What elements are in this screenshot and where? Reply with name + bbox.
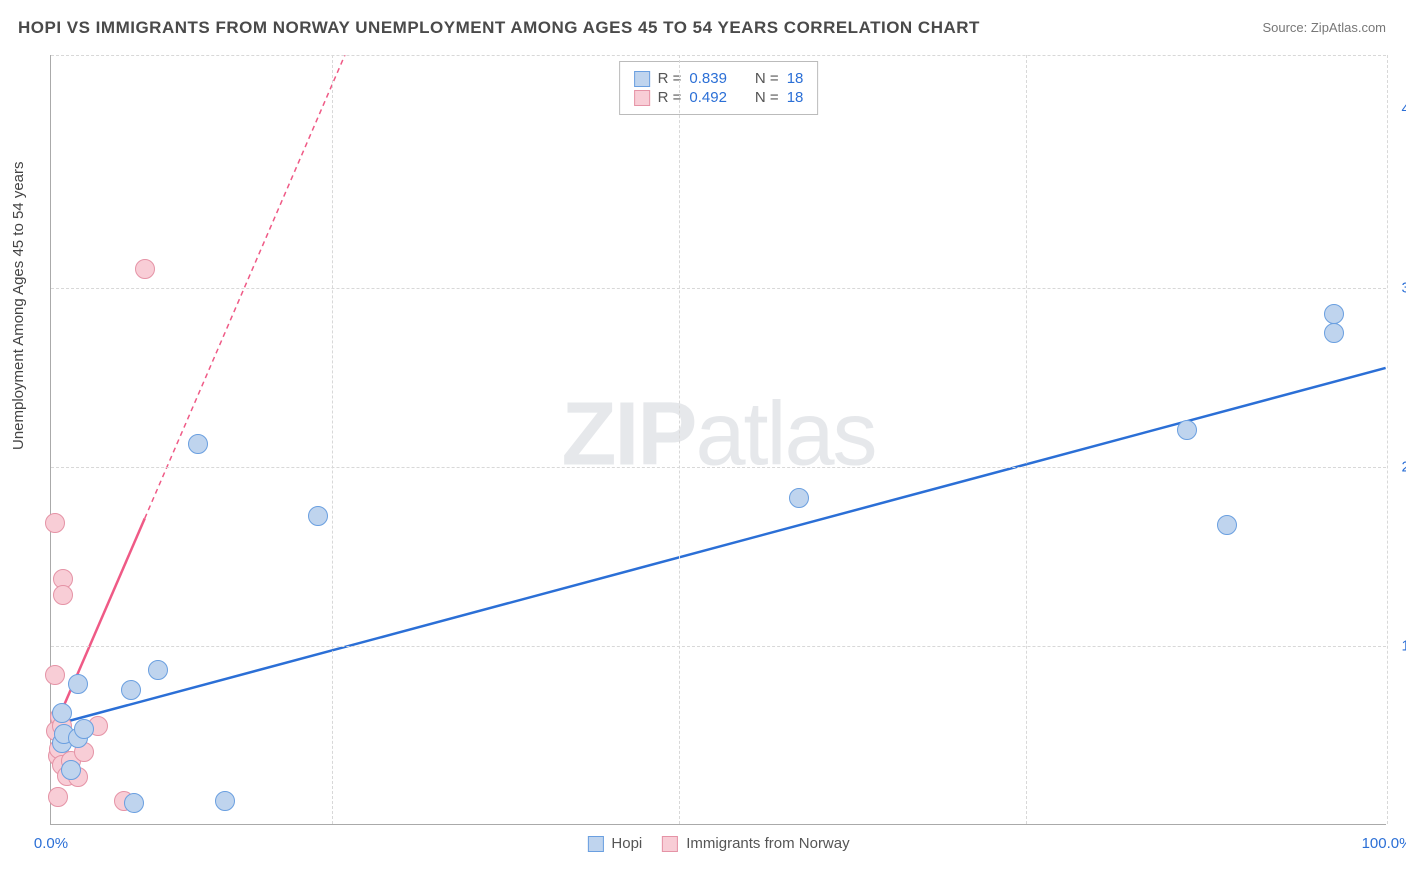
gridline-h [51,288,1386,289]
data-point [68,674,88,694]
gridline-h [51,467,1386,468]
source-label: Source: ZipAtlas.com [1262,20,1386,35]
y-tick-label: 40.0% [1401,100,1406,117]
gridline-h [51,646,1386,647]
y-tick-label: 10.0% [1401,637,1406,654]
r-label: R = [658,89,682,106]
swatch-hopi [587,836,603,852]
r-value-norway: 0.492 [689,89,727,106]
data-point [308,506,328,526]
n-value-hopi: 18 [787,70,804,87]
data-point [1177,420,1197,440]
r-label: R = [658,70,682,87]
stats-row-hopi: R = 0.839 N = 18 [634,70,804,87]
gridline-v [1026,55,1027,824]
data-point [48,787,68,807]
chart-title: HOPI VS IMMIGRANTS FROM NORWAY UNEMPLOYM… [18,18,980,38]
plot-area: ZIPatlas R = 0.839 N = 18 R = 0.492 N = … [50,55,1386,825]
legend-item-hopi: Hopi [587,835,642,852]
x-tick-label: 100.0% [1362,835,1406,852]
data-point [61,760,81,780]
data-point [1324,304,1344,324]
swatch-norway [662,836,678,852]
data-point [45,513,65,533]
data-point [148,660,168,680]
legend-label: Immigrants from Norway [686,835,849,852]
legend-item-norway: Immigrants from Norway [662,835,849,852]
data-point [135,259,155,279]
y-axis-label: Unemployment Among Ages 45 to 54 years [10,161,27,450]
r-value-hopi: 0.839 [689,70,727,87]
watermark: ZIPatlas [561,383,875,486]
n-label: N = [755,89,779,106]
swatch-norway [634,90,650,106]
stats-legend: R = 0.839 N = 18 R = 0.492 N = 18 [619,61,819,115]
data-point [215,791,235,811]
data-point [121,680,141,700]
gridline-v [332,55,333,824]
data-point [188,434,208,454]
n-value-norway: 18 [787,89,804,106]
gridline-h [51,55,1386,56]
series-legend: Hopi Immigrants from Norway [587,835,849,852]
data-point [1217,515,1237,535]
n-label: N = [755,70,779,87]
x-tick-label: 0.0% [34,835,68,852]
legend-label: Hopi [611,835,642,852]
gridline-v [679,55,680,824]
stats-row-norway: R = 0.492 N = 18 [634,89,804,106]
data-point [789,488,809,508]
gridline-v [1387,55,1388,824]
data-point [45,665,65,685]
data-point [53,585,73,605]
y-tick-label: 30.0% [1401,279,1406,296]
swatch-hopi [634,71,650,87]
data-point [52,703,72,723]
data-point [1324,323,1344,343]
data-point [124,793,144,813]
data-point [74,719,94,739]
y-tick-label: 20.0% [1401,458,1406,475]
